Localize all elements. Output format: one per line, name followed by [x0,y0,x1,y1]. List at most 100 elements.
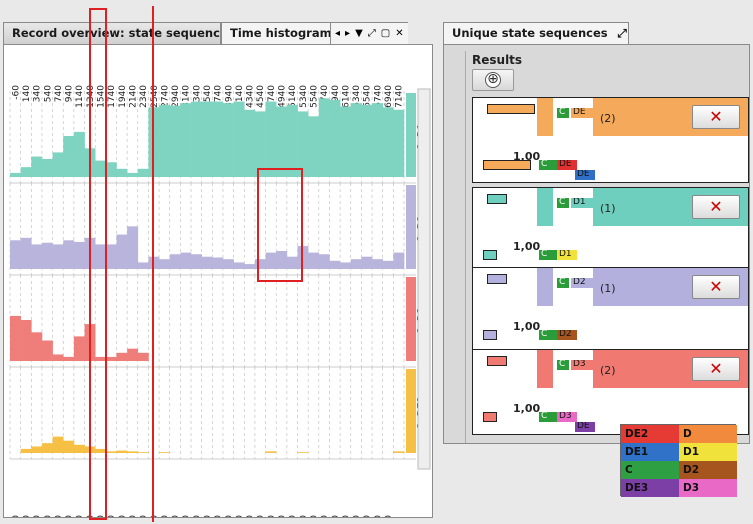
histogram-bar [137,168,149,177]
state-token: DE [557,160,577,170]
histogram-bar [95,244,107,269]
histogram-bar [63,356,75,361]
tab-time-histogram[interactable]: Time histogram: r [221,22,331,44]
legend-item: C [621,461,679,479]
sequence-state-box [483,250,497,260]
histogram-bar [286,256,298,269]
histogram-bar [244,264,256,269]
state-token: D3 [571,360,593,370]
histogram-bar [382,260,394,269]
highlight-line [152,6,154,522]
x-tick-top: 2140 [128,85,138,108]
histogram-bar [254,111,266,177]
sequence-state-box [483,160,531,170]
histogram-bar [95,356,107,361]
x-tick-bottom: 4740 [256,515,266,518]
x-tick-top: 1740 [107,85,117,108]
tab-record-overview[interactable]: Record overview: state sequences [3,22,221,44]
x-tick-bottom: 6740 [363,515,373,518]
x-tick-bottom: 2740 [150,515,160,518]
scroll-left-icon[interactable]: ◂ [335,28,341,39]
histogram-bar [105,451,117,453]
state-token: C [539,412,559,422]
close-icon[interactable]: ✕ [395,28,404,39]
histogram-bar [127,451,139,453]
x-tick-bottom: 5740 [309,515,319,518]
collapse-strip[interactable] [456,51,466,443]
x-tick-bottom: 6540 [352,515,362,518]
sequence-group[interactable]: C D3 (2) ✕ 1,00 C D3 DE [472,349,749,435]
legend-item: DE2 [621,425,679,443]
histogram-bar [20,237,32,269]
maximize-icon[interactable]: ⤢ [617,26,627,40]
histogram-bar [191,254,202,269]
histogram-bar [31,156,43,177]
histogram-bar [127,226,139,269]
x-tick-bottom: 940 [54,515,64,518]
x-tick-bottom: 1740 [97,515,107,518]
sequence-group[interactable]: C DE (2) ✕ 1,00 C DE DE [472,97,749,183]
sequence-group[interactable]: C D2 (1) ✕ 1,00 C D2 [472,267,749,353]
x-tick-top: 4340 [246,85,256,108]
x-tick-top: 1140 [75,85,85,108]
sequence-state-box [483,330,497,340]
x-tick-top: 3940 [224,85,234,108]
histogram-bar [297,452,309,453]
x-tick-top: 4940 [278,85,288,108]
right-tabstrip: Unique state sequences ⤢ ✕ [443,22,633,44]
maximize-icon[interactable]: ⤢ [367,28,376,39]
sequence-count: (1) [600,282,616,295]
x-tick-top: 4740 [267,85,277,108]
delete-sequence-button[interactable]: ✕ [692,275,740,299]
state-token: D2 [557,330,577,340]
state-legend: DE2 D DE1 D1 C D2 DE3 D3 [620,424,737,497]
histogram-bar [73,241,85,269]
menu-icon[interactable]: ▼ [355,28,363,39]
state-token: D2 [571,278,593,288]
histogram-bar [350,259,362,269]
sequence-count: (2) [600,364,616,377]
add-button[interactable]: ⊕ [472,69,514,91]
histogram-bar [20,448,32,453]
histogram-bar [169,105,181,177]
state-token: C [539,330,559,340]
sequence-state-box [487,194,507,204]
x-tick-bottom: 5540 [299,515,309,518]
state-token: C [557,278,569,288]
x-tick-top: 5940 [331,85,341,108]
sequence-group[interactable]: C D1 (1) ✕ 1,00 C D1 [472,187,749,273]
state-token: DE [575,170,595,180]
x-tick-bottom: 4540 [246,515,256,518]
delete-sequence-button[interactable]: ✕ [692,105,740,129]
x-tick-bottom: 3340 [182,515,192,518]
x-tick-bottom: 4940 [267,515,277,518]
x-tick-top: 740 [54,85,64,102]
histogram-bar [31,332,43,361]
x-tick-top: 1940 [118,85,128,108]
histogram-bar [20,167,32,177]
x-tick-top: 3140 [182,85,192,108]
histogram-bar [31,244,43,269]
delete-sequence-button[interactable]: ✕ [692,357,740,381]
restore-icon[interactable]: ▢ [380,28,391,39]
histogram-bar [276,250,288,269]
x-tick-top: 140 [22,85,32,102]
tab-unique-state-sequences[interactable]: Unique state sequences ⤢ ✕ [443,22,629,44]
legend-item: DE3 [621,479,679,497]
histogram-bar [95,448,107,453]
left-tabstrip: Record overview: state sequences Time hi… [3,22,433,44]
x-tick-top: 6940 [384,85,394,108]
histogram-bar [127,348,139,361]
histogram-bar [318,98,330,177]
x-tick-bottom: 740 [43,515,53,518]
delete-sequence-button[interactable]: ✕ [692,195,740,219]
sequence-count: (2) [600,112,616,125]
x-tick-top: 340 [33,85,43,102]
scroll-right-icon[interactable]: ▸ [345,28,351,39]
state-token: DE [575,422,595,432]
histogram-bar [159,259,171,269]
histogram-bar [222,259,234,269]
x-tick-bottom: 3940 [214,515,224,518]
histogram-bar [254,259,266,269]
histogram-bar [361,104,373,177]
